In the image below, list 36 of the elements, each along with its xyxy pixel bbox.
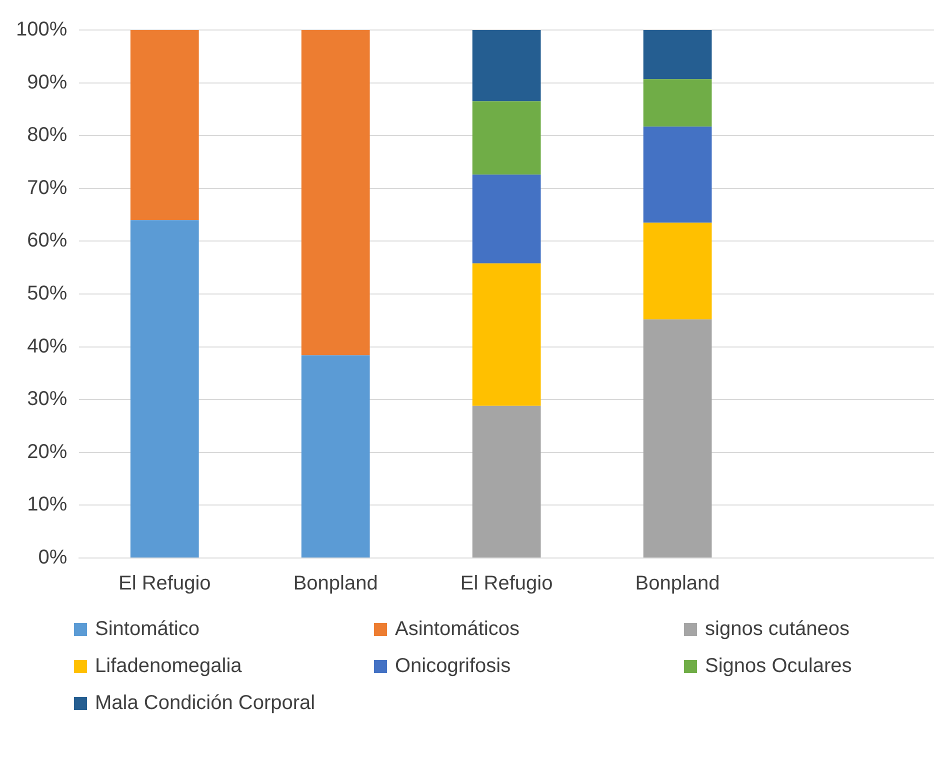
legend-label: Asintomáticos xyxy=(395,618,520,641)
y-tick-label: 30% xyxy=(27,388,68,410)
y-tick-label: 40% xyxy=(27,335,68,358)
bar xyxy=(301,355,370,558)
bar xyxy=(130,220,199,558)
y-tick-label: 70% xyxy=(27,176,68,199)
x-tick-label: El Refugio xyxy=(460,572,553,595)
y-tick-label: 20% xyxy=(27,440,68,463)
bar xyxy=(130,30,199,220)
legend-label: Mala Condición Corporal xyxy=(95,692,316,715)
bar xyxy=(643,126,712,223)
y-tick-label: 10% xyxy=(27,494,68,516)
legend-label: Signos Oculares xyxy=(705,655,852,678)
bar xyxy=(643,79,712,127)
bar xyxy=(643,222,712,320)
legend-label: Lifadenomegalia xyxy=(95,655,242,678)
legend-label: signos cutáneos xyxy=(705,618,850,641)
legend-label: Onicogrifosis xyxy=(395,655,511,678)
y-tick-label: 80% xyxy=(27,124,68,146)
x-tick-label: Bonpland xyxy=(293,572,378,595)
y-tick-label: 100% xyxy=(16,18,68,41)
y-tick-label: 50% xyxy=(27,282,68,305)
bar xyxy=(472,30,541,102)
x-tick-label: Bonpland xyxy=(635,572,720,595)
bar xyxy=(472,101,541,175)
legend-label: Sintomático xyxy=(95,618,200,641)
y-tick-label: 0% xyxy=(38,546,68,569)
y-tick-label: 90% xyxy=(27,71,68,94)
bar xyxy=(472,174,541,264)
bar xyxy=(472,263,541,406)
bar xyxy=(643,319,712,558)
x-tick-label: El Refugio xyxy=(118,572,211,595)
bar xyxy=(301,30,370,356)
bar xyxy=(472,406,541,558)
y-tick-label: 60% xyxy=(27,230,68,252)
bar xyxy=(643,30,712,80)
